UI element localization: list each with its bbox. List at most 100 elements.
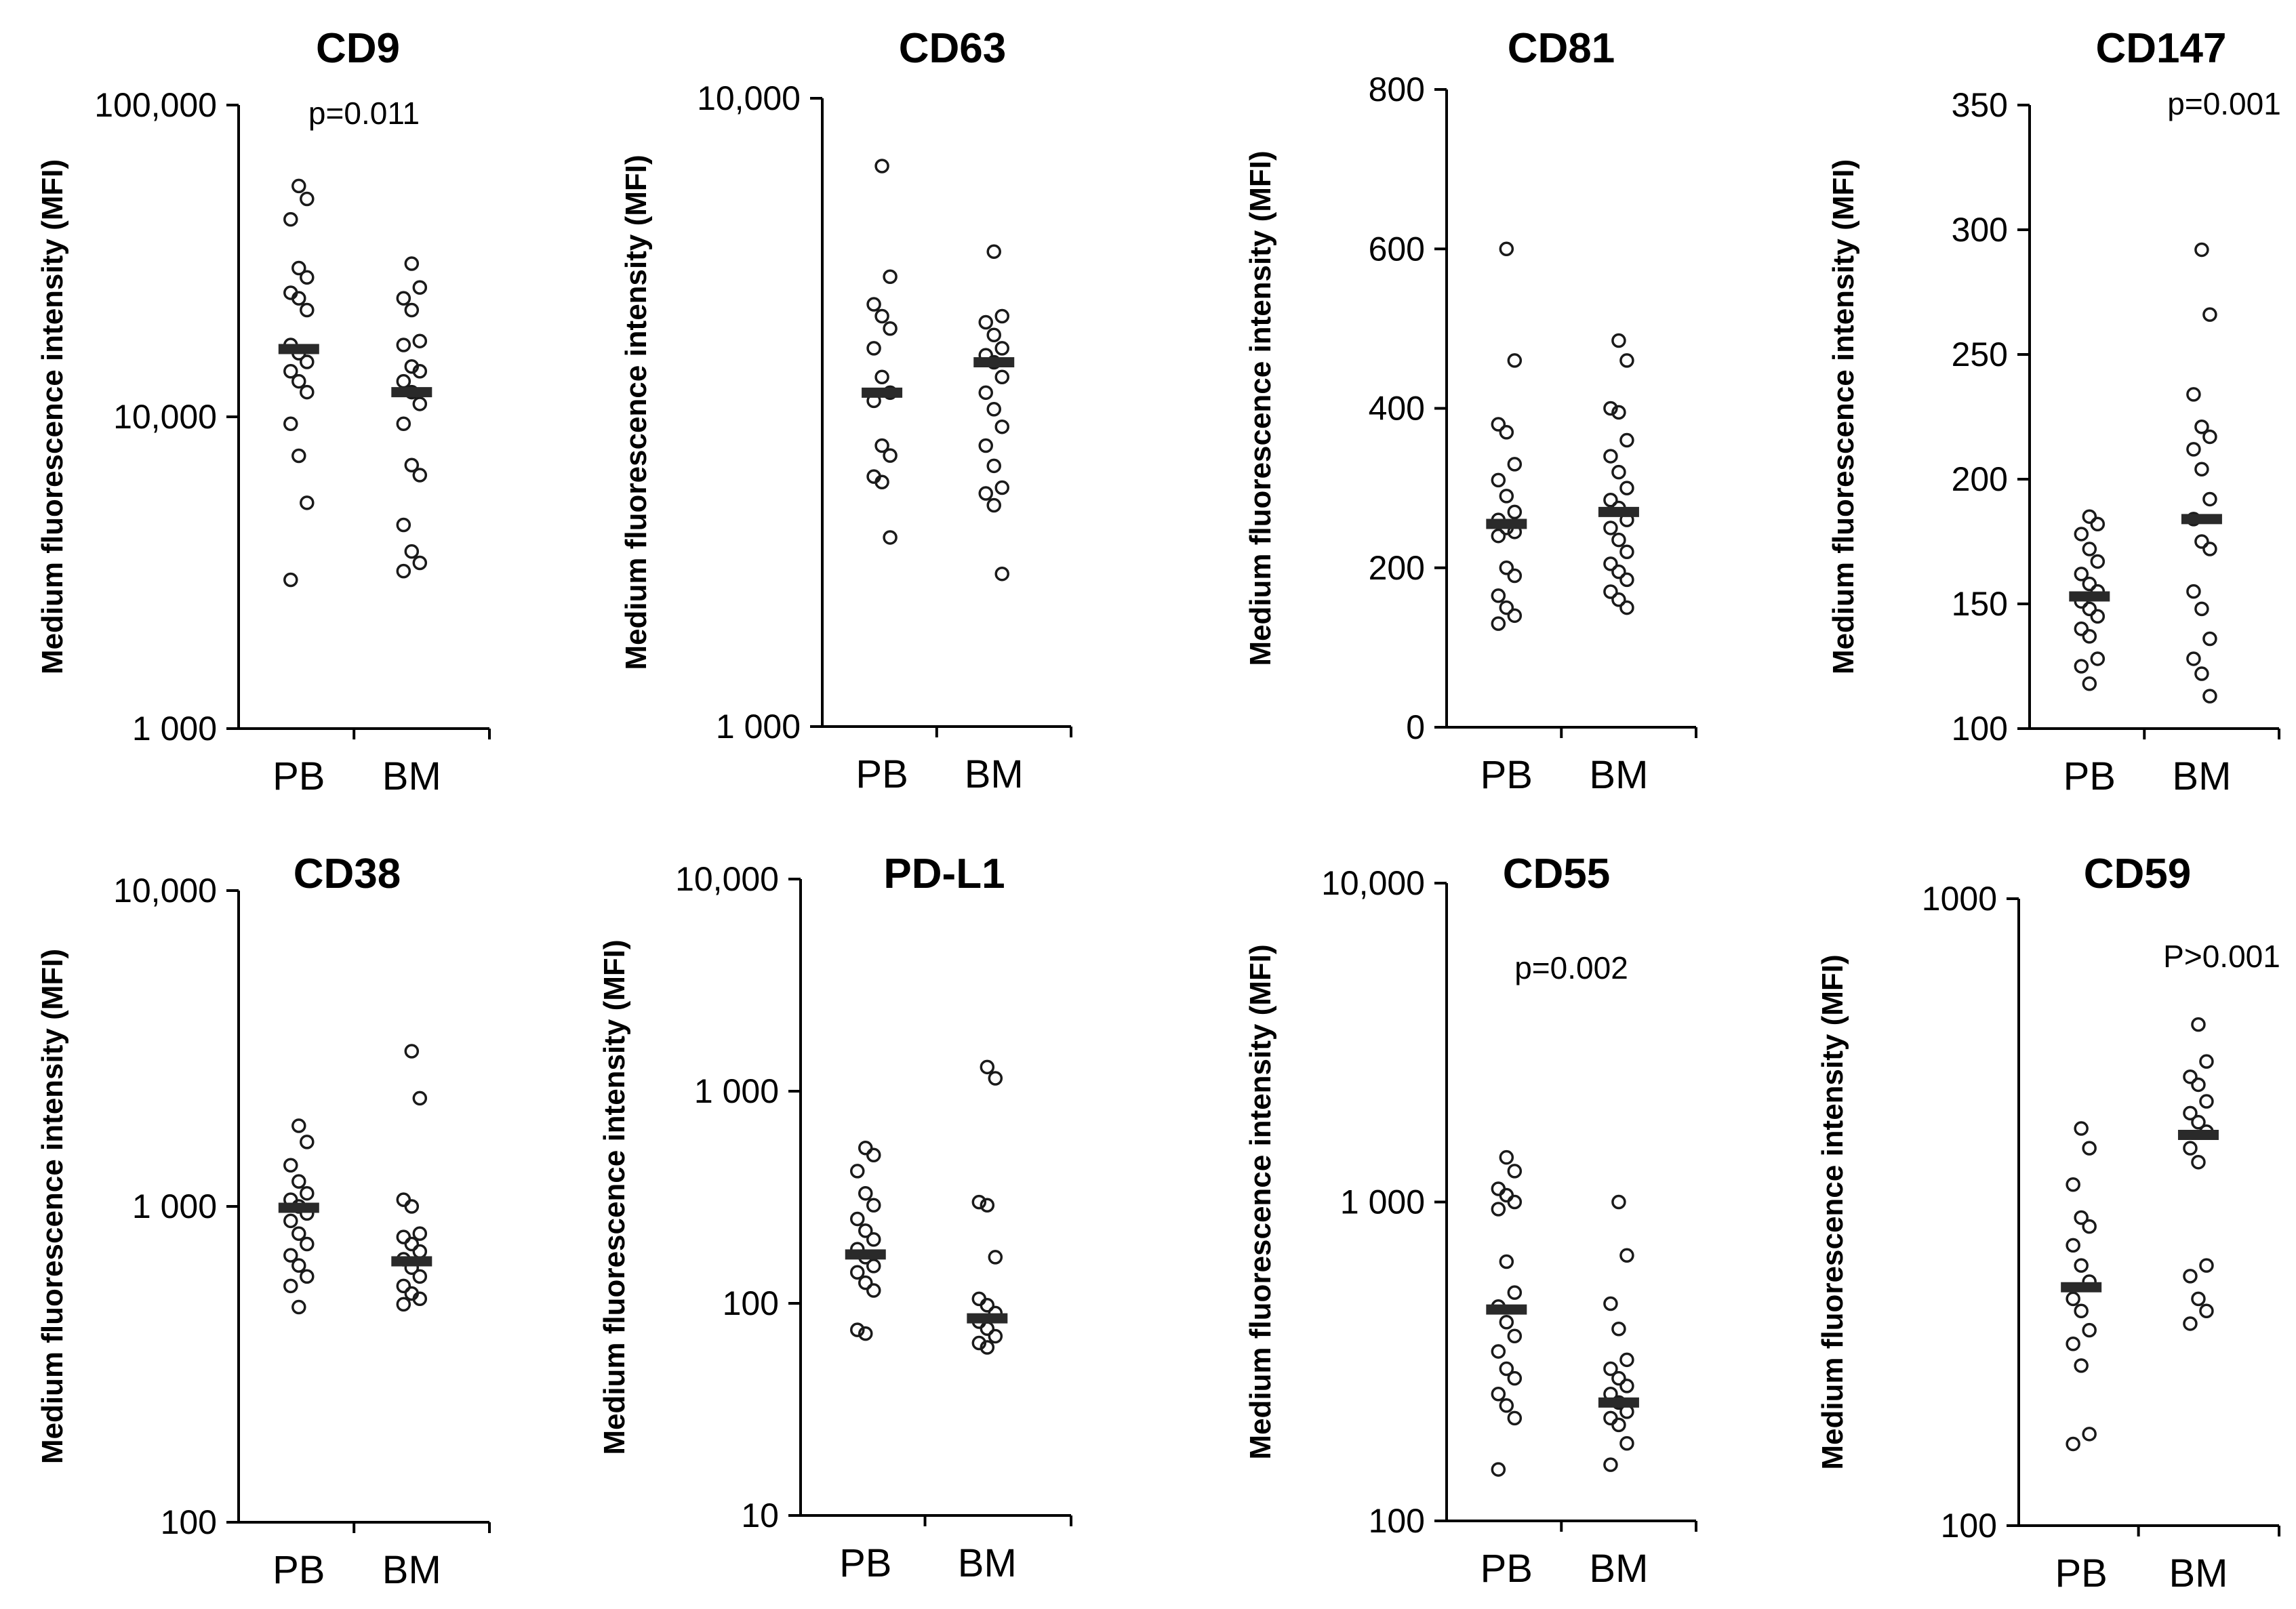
data-point (396, 1229, 411, 1244)
data-point (874, 159, 889, 174)
y-axis-label: Medium fluorescence intensity (MFI) (1244, 150, 1277, 666)
y-tick-label: 100 (161, 1503, 217, 1541)
data-point (1603, 521, 1618, 535)
data-point (291, 260, 306, 276)
data-point (988, 1328, 1003, 1344)
p-value-annotation: p=0.011 (308, 96, 420, 131)
data-point (412, 333, 428, 348)
data-point (404, 457, 420, 473)
data-point (1603, 1457, 1618, 1472)
y-axis-label: Medium fluorescence intensity (MFI) (1816, 954, 1849, 1469)
data-point (883, 321, 898, 336)
data-point (1507, 504, 1523, 520)
data-point (2183, 1141, 2198, 1156)
y-tick-label: 1 000 (1340, 1183, 1425, 1221)
data-point (858, 1275, 873, 1290)
y-tick-label: 400 (1369, 390, 1425, 428)
data-point (291, 291, 306, 306)
p-value-annotation: p=0.001 (2167, 86, 2281, 121)
series-pb (1486, 1149, 1527, 1477)
data-point (283, 416, 298, 431)
data-point (994, 480, 1009, 495)
data-point (2074, 659, 2089, 674)
data-point (2194, 462, 2209, 477)
data-point (2082, 676, 2097, 691)
data-point (2183, 1316, 2198, 1331)
data-point (412, 280, 428, 295)
chart-title: PD-L1 (883, 851, 1005, 897)
data-point (971, 1335, 987, 1351)
data-point (2202, 491, 2217, 507)
data-point (2074, 1121, 2089, 1136)
p-value-annotation: P>0.001 (2163, 939, 2280, 974)
y-axis-label: Medium fluorescence intensity (MFI) (598, 939, 631, 1454)
data-point (2202, 631, 2217, 647)
data-point (1611, 405, 1626, 420)
data-point (978, 486, 993, 501)
chart-title: CD9 (316, 25, 400, 72)
data-point (1499, 1361, 1514, 1377)
data-point (994, 341, 1009, 356)
y-axis-label: Medium fluorescence intensity (MFI) (36, 949, 69, 1464)
data-point (1603, 1296, 1618, 1311)
data-point (291, 448, 306, 464)
data-point (2082, 1427, 2097, 1442)
chart-title: CD81 (1508, 25, 1615, 72)
data-point (1603, 449, 1618, 464)
data-point (971, 1291, 987, 1307)
data-point (1499, 561, 1514, 575)
data-point (980, 1198, 995, 1213)
data-point (283, 211, 298, 227)
data-point (986, 401, 1001, 417)
data-point (412, 364, 428, 379)
data-point (1491, 1462, 1506, 1477)
data-point (1499, 241, 1514, 256)
data-point (1619, 1248, 1634, 1263)
y-axis-label: Medium fluorescence intensity (MFI) (1827, 159, 1860, 674)
data-point (2202, 542, 2217, 556)
data-point (1619, 1352, 1634, 1368)
data-point (874, 369, 889, 385)
data-point (1499, 425, 1514, 440)
data-point (1611, 333, 1626, 348)
data-point (1499, 1187, 1514, 1203)
y-tick-label: 150 (1952, 585, 2008, 623)
x-category-label: BM (1589, 753, 1648, 797)
data-point (1603, 401, 1618, 416)
data-point (1491, 528, 1506, 544)
data-point (2074, 1210, 2089, 1225)
y-tick-label: 0 (1406, 708, 1425, 746)
data-point (850, 1211, 865, 1227)
x-category-label: PB (2063, 754, 2116, 798)
y-tick-label: 250 (1952, 335, 2008, 373)
data-point (404, 1044, 420, 1059)
data-point (412, 1244, 428, 1259)
data-point (2199, 1303, 2214, 1319)
data-point (283, 1278, 298, 1294)
data-point (1619, 1379, 1634, 1393)
data-point (1611, 592, 1626, 607)
chart-title: CD63 (899, 25, 1007, 72)
data-point (866, 1259, 881, 1274)
data-point (986, 244, 1001, 260)
data-point (2194, 601, 2209, 617)
panel-cd81: CD81 Medium fluorescence intensity (MFI) 0… (1244, 25, 1697, 797)
y-tick-label: 1 000 (132, 1187, 217, 1225)
data-point (396, 1192, 411, 1207)
series-pb (278, 1118, 319, 1315)
y-axis-label: Medium fluorescence intensity (MFI) (620, 155, 653, 670)
x-category-label: PB (1481, 753, 1533, 797)
panel-cd9: CD9 Medium fluorescence intensity (MFI) 1 … (36, 25, 491, 798)
data-point (866, 1232, 881, 1247)
x-category-label: PB (855, 752, 908, 796)
data-point (883, 530, 898, 545)
data-point (866, 1198, 881, 1213)
data-point (1499, 600, 1514, 615)
data-point (1611, 1194, 1626, 1210)
y-tick-label: 300 (1952, 211, 2008, 249)
data-point (291, 1299, 306, 1315)
y-tick-label: 1 000 (694, 1072, 779, 1110)
data-point (1619, 1435, 1634, 1451)
data-point (874, 308, 889, 324)
data-point (283, 572, 298, 588)
